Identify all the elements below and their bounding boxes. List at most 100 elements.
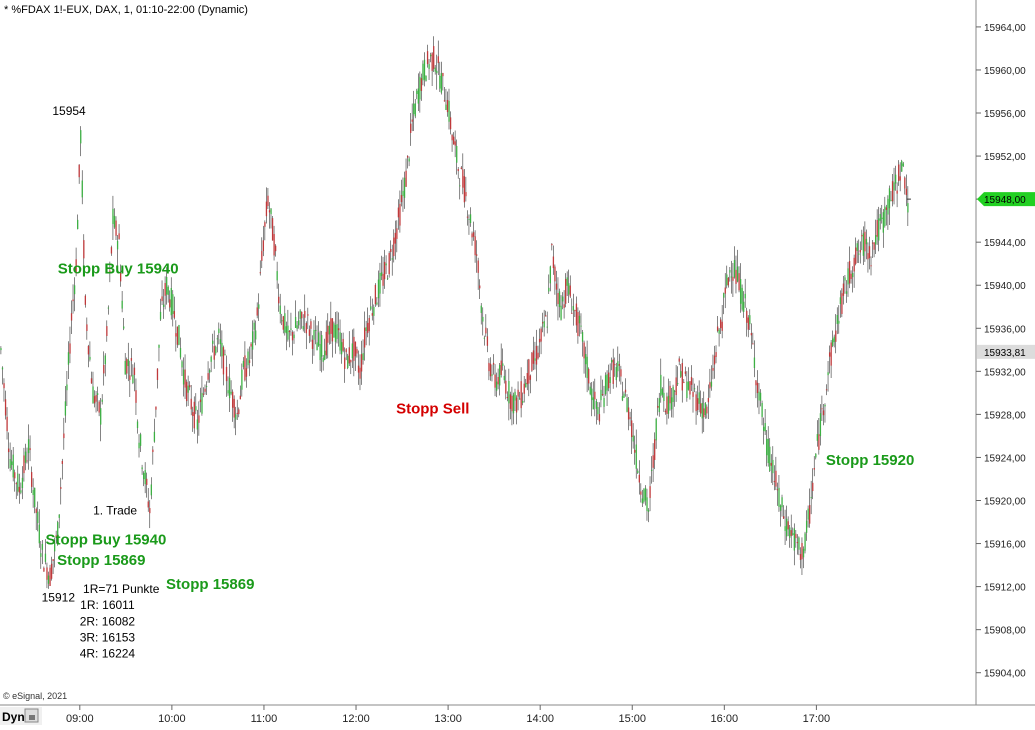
- candle-up: [739, 279, 742, 304]
- candle-down: [684, 371, 687, 374]
- candle-up: [499, 365, 501, 386]
- candle-down: [782, 516, 785, 519]
- candle-up: [319, 344, 321, 361]
- candle-down: [406, 155, 409, 158]
- candle-up: [677, 383, 679, 385]
- y-tick-label: 15944,00: [984, 238, 1026, 249]
- candle-down: [152, 449, 154, 453]
- candle-up: [893, 182, 895, 191]
- candle-down: [583, 342, 585, 359]
- candle-up: [603, 398, 605, 407]
- candle-up: [58, 514, 60, 518]
- candle-down: [46, 567, 48, 580]
- candle-up: [448, 100, 450, 122]
- candle-up: [816, 434, 819, 441]
- candle-down: [776, 489, 779, 491]
- candle-up: [172, 294, 174, 315]
- candle-up: [0, 348, 2, 351]
- candle-down: [98, 401, 100, 413]
- candle-down: [26, 460, 28, 462]
- candle-down: [367, 322, 369, 334]
- candle-up: [761, 402, 763, 417]
- candle-down: [185, 381, 188, 402]
- dyn-control[interactable]: Dyn: [0, 707, 42, 725]
- candle-up: [205, 386, 208, 388]
- candle-up: [324, 350, 326, 360]
- candle-down: [282, 316, 284, 330]
- x-axis[interactable]: 09:00 10:00 11:00 12:00 13:00 14:00 15:00 16:00…: [66, 705, 830, 725]
- candle-down: [446, 99, 449, 113]
- candle-down: [173, 311, 176, 318]
- candle-down: [43, 567, 45, 572]
- candle-up: [525, 382, 527, 388]
- candle-down: [835, 330, 837, 342]
- candle-up: [611, 360, 613, 363]
- candle-down: [905, 188, 908, 196]
- candle-up: [718, 329, 720, 334]
- candle-down: [304, 310, 306, 318]
- y-tick-label: 15956,00: [984, 109, 1026, 120]
- candle-up: [253, 322, 255, 330]
- candle-up: [580, 325, 582, 327]
- candle-down: [232, 391, 234, 408]
- candle-down: [399, 203, 401, 226]
- candle-down: [492, 362, 495, 365]
- candle-up: [12, 454, 14, 478]
- candle-up: [586, 356, 588, 379]
- candle-down: [29, 448, 31, 451]
- candle-up: [167, 286, 169, 295]
- candle-up: [680, 371, 682, 377]
- candle-up: [224, 354, 226, 356]
- candle-up: [609, 377, 611, 383]
- candle-up: [9, 459, 11, 469]
- candle-up: [385, 263, 387, 266]
- candle-up: [723, 293, 725, 298]
- candle-down: [569, 285, 571, 297]
- candle-down: [627, 407, 630, 420]
- candle-up: [882, 212, 884, 233]
- candle-down: [55, 535, 57, 538]
- candle-down: [716, 326, 719, 331]
- candle-down: [565, 278, 567, 304]
- candle-up: [255, 330, 257, 340]
- y-tick-label: 15952,00: [984, 152, 1026, 163]
- candle-down: [204, 388, 206, 392]
- candle-down: [853, 257, 855, 272]
- candle-down: [130, 357, 133, 361]
- candle-up: [439, 75, 441, 89]
- candle-down: [689, 381, 691, 395]
- ref-price-shape: [977, 344, 1035, 359]
- candle-down: [311, 339, 314, 349]
- candle-down: [368, 318, 370, 332]
- candle-down: [420, 78, 423, 91]
- candle-down: [394, 232, 396, 244]
- candle-down: [259, 272, 261, 274]
- candle-up: [141, 467, 143, 470]
- candle-up: [429, 54, 432, 57]
- annotation-label: Stopp Buy 15940: [45, 532, 166, 549]
- candle-down: [426, 51, 429, 65]
- candle-down: [795, 533, 797, 539]
- candle-up: [558, 291, 561, 308]
- candle-up: [615, 367, 617, 381]
- candle-down: [899, 176, 901, 181]
- candle-down: [692, 391, 694, 397]
- candle-down: [631, 420, 633, 438]
- candle-down: [274, 245, 277, 252]
- candle-up: [779, 505, 782, 511]
- candle-down: [732, 276, 734, 281]
- candle-down: [271, 218, 274, 241]
- candle-up: [100, 408, 102, 425]
- candle-up: [285, 326, 288, 334]
- candle-up: [123, 326, 125, 329]
- candle-down: [532, 350, 535, 364]
- candle-down: [250, 343, 252, 347]
- candle-up: [546, 326, 548, 328]
- plot-area[interactable]: 15954 Stopp Buy 15940 Stopp Sell Stopp 1592…: [0, 0, 976, 705]
- candle-up: [534, 358, 536, 361]
- candle-up: [212, 340, 214, 344]
- y-tick-label: 15908,00: [984, 626, 1026, 637]
- candle-up: [661, 388, 664, 395]
- candle-up: [210, 356, 212, 362]
- candle-up: [729, 269, 731, 273]
